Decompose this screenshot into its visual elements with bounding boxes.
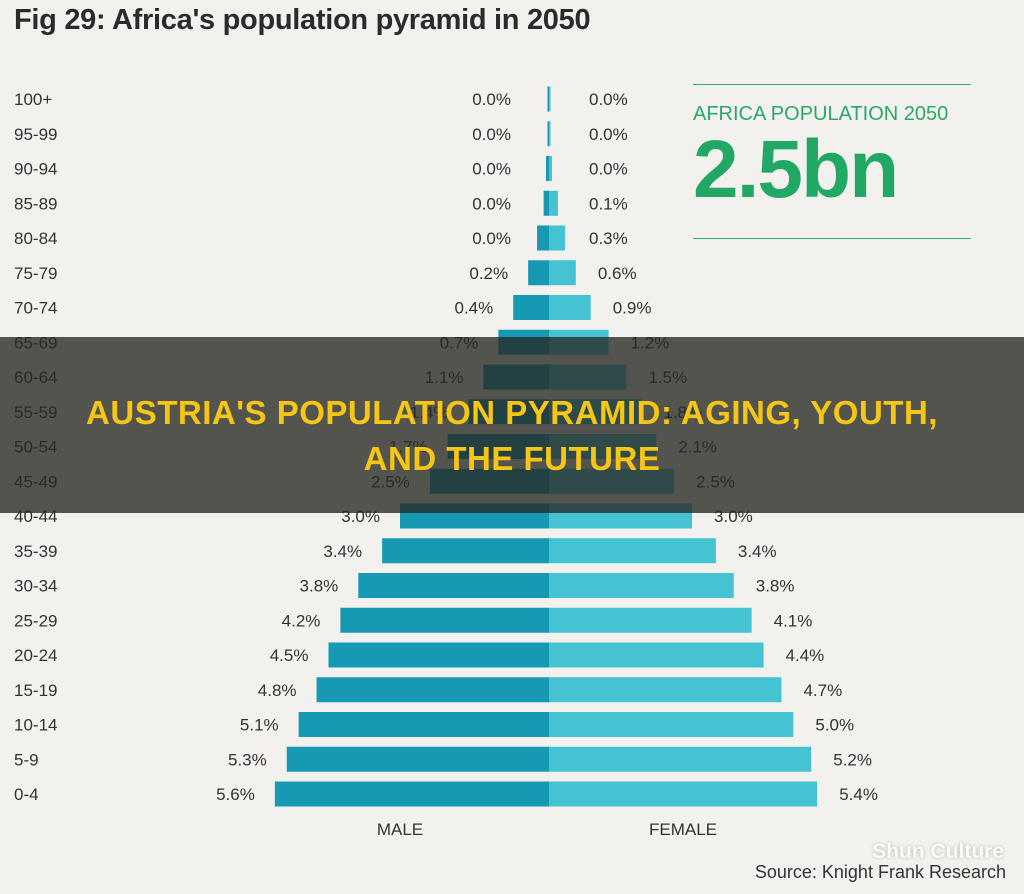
female-bar-10-14 [549,712,794,737]
female-bar-30-34 [549,573,734,598]
age-label-75-79: 75-79 [14,264,57,283]
male-bar-80-84 [537,225,549,251]
male-value-90-94: 0.0% [472,160,511,179]
male-value-0-4: 5.6% [216,785,255,804]
male-bar-100+ [547,86,549,112]
age-label-70-74: 70-74 [14,299,57,318]
age-label-30-34: 30-34 [14,577,57,596]
female-axis-label: FEMALE [649,820,717,839]
male-bar-0-4 [274,781,549,807]
age-label-90-94: 90-94 [14,160,57,179]
age-label-95-99: 95-99 [14,125,57,144]
female-value-25-29: 4.1% [774,611,813,630]
banner-title: AUSTRIA'S POPULATION PYRAMID: AGING, YOU… [0,390,1024,482]
chart-title: Fig 29: Africa's population pyramid in 2… [14,4,591,36]
female-value-15-19: 4.7% [803,681,842,700]
female-value-30-34: 3.8% [756,577,795,596]
banner-line-1: AUSTRIA'S POPULATION PYRAMID: AGING, YOU… [86,394,938,431]
male-bar-75-79 [528,260,549,286]
female-bar-100+ [549,86,551,112]
male-bar-70-74 [513,295,549,320]
age-label-80-84: 80-84 [14,229,57,248]
female-value-85-89: 0.1% [589,194,628,213]
male-value-25-29: 4.2% [282,611,321,630]
infobox-kicker: AFRICA POPULATION 2050 [693,103,949,125]
male-value-15-19: 4.8% [258,681,297,700]
male-value-75-79: 0.2% [469,264,508,283]
male-value-10-14: 5.1% [240,716,279,735]
title-banner [0,337,1024,513]
female-value-0-4: 5.4% [839,785,878,804]
female-bar-85-89 [549,190,558,216]
male-bar-35-39 [382,538,549,564]
female-value-10-14: 5.0% [815,716,854,735]
age-label-100+: 100+ [14,90,52,109]
female-bar-95-99 [549,121,551,147]
age-label-25-29: 25-29 [14,611,57,630]
age-label-85-89: 85-89 [14,194,57,213]
age-label-35-39: 35-39 [14,542,57,561]
male-bar-95-99 [547,121,549,147]
female-bar-90-94 [549,156,552,181]
age-label-15-19: 15-19 [14,681,57,700]
female-value-90-94: 0.0% [589,160,628,179]
female-bar-80-84 [549,225,566,251]
male-axis-label: MALE [377,820,423,839]
infobox-top-rule [693,84,971,85]
female-bar-0-4 [549,781,818,807]
watermark-logo: Shun Culture [872,840,1004,863]
male-bar-25-29 [340,607,549,633]
male-value-35-39: 3.4% [323,542,362,561]
female-bar-35-39 [549,538,716,564]
female-bar-20-24 [549,642,764,668]
age-label-20-24: 20-24 [14,646,57,665]
infobox-value: 2.5bn [693,124,899,215]
male-bar-30-34 [358,573,549,598]
banner-line-2: AND THE FUTURE [363,440,661,477]
female-bar-15-19 [549,677,782,703]
female-bar-70-74 [549,295,591,320]
male-bar-85-89 [543,190,549,216]
female-value-35-39: 3.4% [738,542,777,561]
female-bar-5-9 [549,746,812,772]
female-value-75-79: 0.6% [598,264,637,283]
female-bar-75-79 [549,260,576,286]
male-bar-20-24 [328,642,549,668]
male-bar-15-19 [316,677,549,703]
male-value-70-74: 0.4% [454,299,493,318]
male-value-20-24: 4.5% [270,646,309,665]
female-value-100+: 0.0% [589,90,628,109]
male-bar-90-94 [546,156,549,181]
male-value-95-99: 0.0% [472,125,511,144]
female-bar-25-29 [549,607,752,633]
male-value-5-9: 5.3% [228,750,267,769]
age-label-10-14: 10-14 [14,716,57,735]
female-value-95-99: 0.0% [589,125,628,144]
population-infobox: AFRICA POPULATION 2050 2.5bn [693,84,971,239]
age-label-0-4: 0-4 [14,785,39,804]
male-bar-5-9 [286,746,549,772]
female-value-80-84: 0.3% [589,229,628,248]
source-note: Source: Knight Frank Research [754,862,1006,882]
male-percent-labels: 0.0%0.0%0.0%0.0%0.0%0.2%0.4%0.7%1.1%1.4%… [216,90,511,804]
male-value-80-84: 0.0% [472,229,511,248]
male-value-85-89: 0.0% [472,194,511,213]
female-value-20-24: 4.4% [786,646,825,665]
infobox-bottom-rule [693,238,971,239]
male-value-100+: 0.0% [472,90,511,109]
age-label-5-9: 5-9 [14,750,39,769]
female-value-70-74: 0.9% [613,299,652,318]
male-value-30-34: 3.8% [300,577,339,596]
male-bar-10-14 [298,712,549,737]
female-value-5-9: 5.2% [833,750,872,769]
